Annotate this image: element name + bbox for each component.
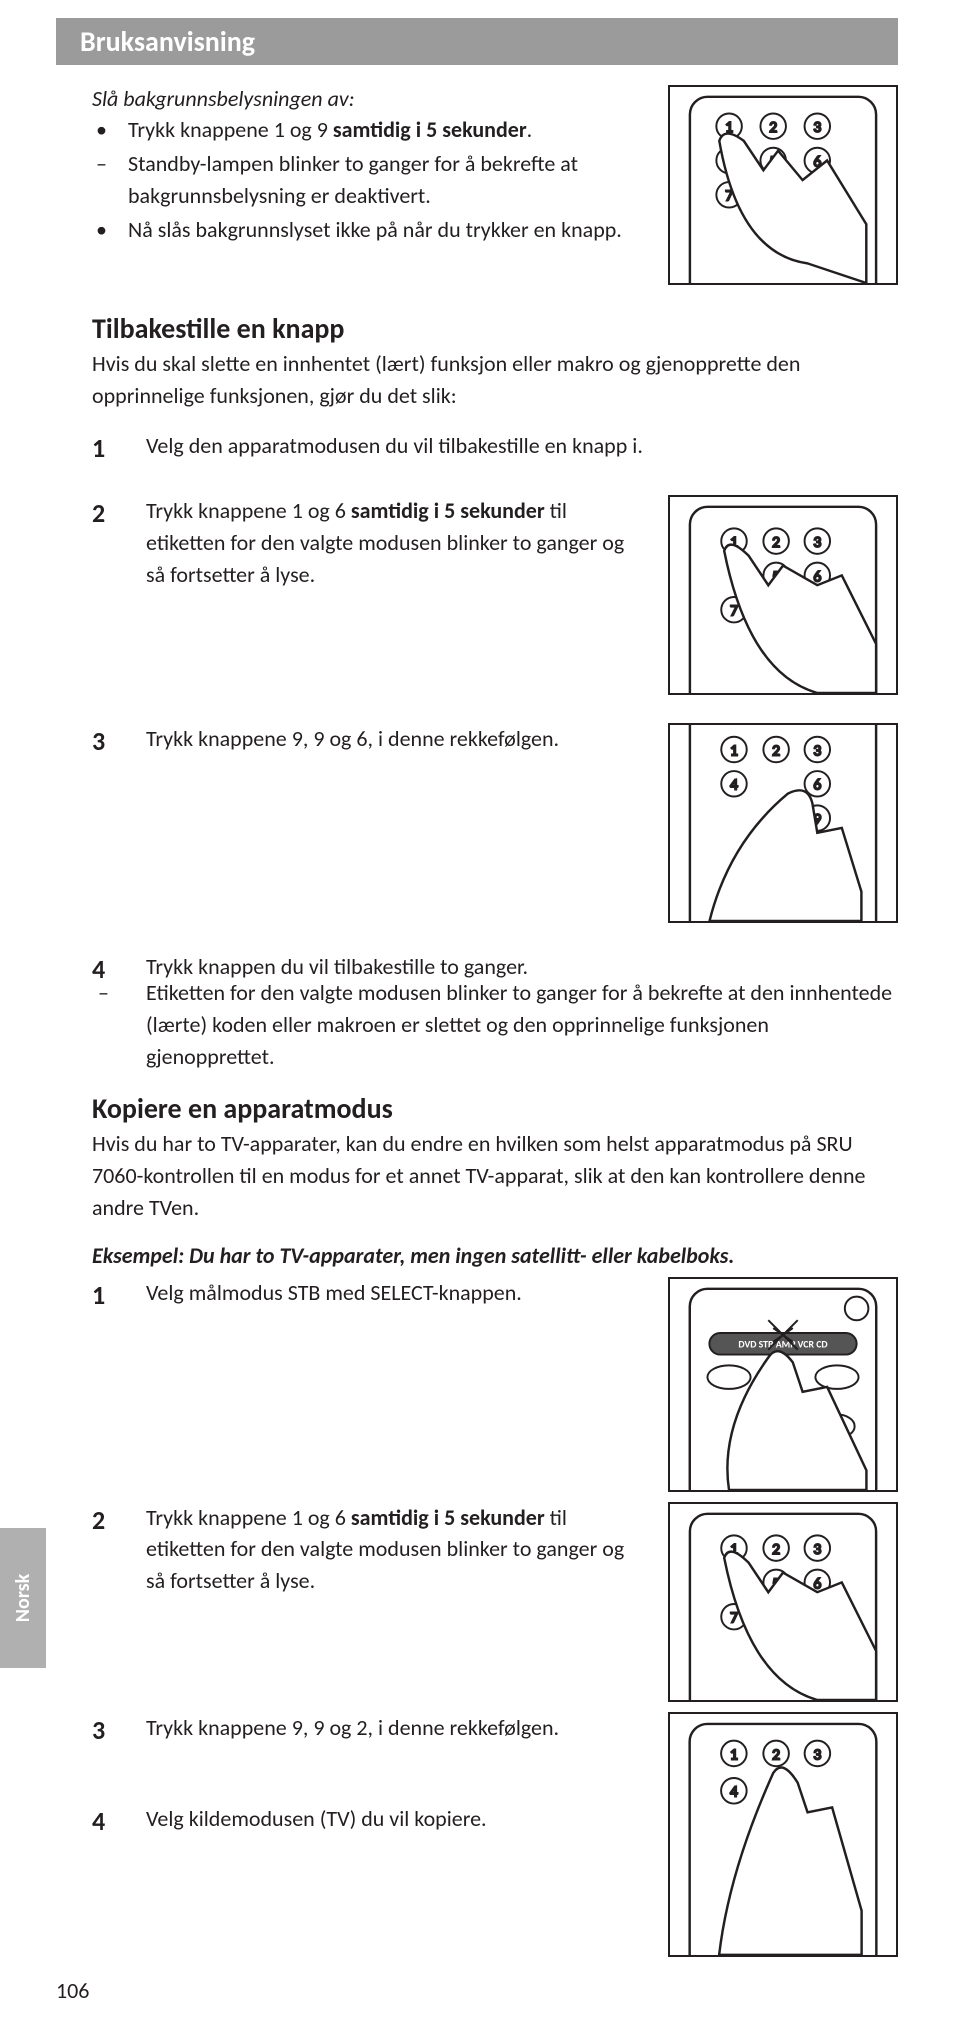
remote-illustration-1: 1 2 3 4 5 6 7 8 9 0 [668, 85, 898, 285]
reset-title: Tilbakestille en knapp [92, 311, 898, 346]
remote-illustration-6: 1 2 3 4 9 0 [668, 1712, 898, 1957]
step-body: Velg målmodus STB med SELECT-knappen. DV… [146, 1277, 898, 1492]
dash-1: – Standby-lampen blinker to ganger for å… [92, 148, 644, 212]
header-title: Bruksanvisning [80, 24, 255, 59]
txt: Trykk knappene 1 og 6 [146, 1504, 351, 1531]
copy-para: Hvis du har to TV-apparater, kan du endr… [92, 1128, 898, 1224]
remote-illustration-4: DVD STB AMP VCR CD [668, 1277, 898, 1492]
step-num: 1 [92, 1277, 146, 1492]
header-bar: Bruksanvisning [56, 18, 898, 65]
svg-text:3: 3 [813, 118, 821, 137]
step-body: Trykk knappene 9, 9 og 2, i denne rekkef… [146, 1712, 898, 1957]
intro-lead: Slå bakgrunnsbelysningen av: [92, 85, 644, 112]
txt-bold: samtidig i 5 sekunder [351, 497, 545, 524]
remote-svg: DVD STB AMP VCR CD [670, 1279, 896, 1490]
remote-svg: 1 2 3 4 9 0 [670, 1714, 896, 1955]
remote-svg: 1 2 3 4 6 9 [670, 725, 896, 921]
dash-text: Etiketten for den valgte modusen blinker… [146, 977, 898, 1073]
copy-example: Eksempel: Du har to TV-apparater, men in… [92, 1242, 898, 1269]
language-label: Norsk [11, 1574, 35, 1622]
svg-text:7: 7 [730, 1608, 738, 1627]
page-content: Slå bakgrunnsbelysningen av: • Trykk kna… [0, 65, 954, 1957]
svg-text:1: 1 [730, 742, 738, 761]
reset-step-4-dash: – Etiketten for den valgte modusen blink… [92, 977, 898, 1073]
remote-svg: 1 2 3 5 6 7 8 9 0 [670, 497, 896, 693]
svg-text:3: 3 [813, 1745, 821, 1764]
txt: Trykk knappene 9, 9 og 2, i denne rekkef… [146, 1712, 644, 1744]
txt-bold: samtidig i 5 sekunder [333, 116, 527, 143]
svg-text:7: 7 [730, 602, 738, 621]
reset-step-3: 3 Trykk knappene 9, 9 og 6, i denne rekk… [92, 723, 898, 923]
reset-para: Hvis du skal slette en innhentet (lært) … [92, 348, 898, 412]
copy-title: Kopiere en apparatmodus [92, 1091, 898, 1126]
dash-mark: – [92, 977, 146, 1073]
svg-text:DVD STB AMP VCR CD: DVD STB AMP VCR CD [738, 1338, 827, 1350]
copy-step-2: 2 Trykk knappene 1 og 6 samtidig i 5 sek… [92, 1502, 898, 1702]
remote-svg: 1 2 3 4 5 6 7 8 9 0 [670, 87, 896, 283]
step-num-inline: 4 [92, 1803, 146, 1841]
step-num: 3 [92, 723, 146, 923]
svg-text:2: 2 [772, 533, 780, 552]
step-body: Trykk knappene 1 og 6 samtidig i 5 sekun… [146, 495, 898, 695]
svg-text:2: 2 [772, 742, 780, 761]
remote-svg: 1 2 3 5 6 7 8 9 0 [670, 1504, 896, 1700]
step-body: Trykk knappene 1 og 6 samtidig i 5 sekun… [146, 1502, 898, 1702]
txt-post: . [527, 116, 533, 143]
intro-text: Slå bakgrunnsbelysningen av: • Trykk kna… [92, 85, 644, 285]
bullet-1: • Trykk knappene 1 og 9 samtidig i 5 sek… [92, 114, 644, 146]
svg-text:6: 6 [813, 776, 821, 795]
remote-illustration-3: 1 2 3 4 6 9 [668, 723, 898, 923]
svg-text:4: 4 [730, 1782, 738, 1801]
copy-step-3: 3 Trykk knappene 9, 9 og 2, i denne rekk… [92, 1712, 898, 1957]
bullet-mark: • [92, 214, 128, 246]
step-num: 2 [92, 1502, 146, 1702]
svg-text:4: 4 [730, 776, 738, 795]
step-num: 1 [92, 430, 146, 468]
txt: Trykk knappene 1 og 6 [146, 497, 351, 524]
txt-pre: Trykk knappene 1 og 9 [128, 116, 333, 143]
dash-mark: – [92, 148, 128, 212]
reset-step-1: 1 Velg den apparatmodusen du vil tilbake… [92, 430, 898, 468]
reset-step-2: 2 Trykk knappene 1 og 6 samtidig i 5 sek… [92, 495, 898, 695]
step-body: Velg den apparatmodusen du vil tilbakest… [146, 430, 898, 468]
language-tab: Norsk [0, 1528, 46, 1668]
dash-text: Standby-lampen blinker to ganger for å b… [128, 148, 644, 212]
svg-text:3: 3 [813, 1539, 821, 1558]
copy-step-1: 1 Velg målmodus STB med SELECT-knappen. … [92, 1277, 898, 1492]
remote-illustration-5: 1 2 3 5 6 7 8 9 0 [668, 1502, 898, 1702]
page-number: 106 [56, 1977, 89, 2004]
bullet-2: • Nå slås bakgrunnslyset ikke på når du … [92, 214, 644, 246]
remote-illustration-2: 1 2 3 5 6 7 8 9 0 [668, 495, 898, 695]
svg-text:3: 3 [813, 742, 821, 761]
bullet-mark: • [92, 114, 128, 146]
step-text: Trykk knappene 1 og 6 samtidig i 5 sekun… [146, 1502, 644, 1598]
svg-text:2: 2 [772, 1745, 780, 1764]
step-text: Trykk knappene 9, 9 og 6, i denne rekkef… [146, 723, 644, 755]
bullet-text: Trykk knappene 1 og 9 samtidig i 5 sekun… [128, 114, 644, 146]
bullet-text: Nå slås bakgrunnslyset ikke på når du tr… [128, 214, 644, 246]
step-text: Velg målmodus STB med SELECT-knappen. [146, 1277, 644, 1309]
copy-step-4-text: Velg kildemodusen (TV) du vil kopiere. [146, 1803, 487, 1841]
svg-text:2: 2 [769, 118, 777, 137]
svg-text:2: 2 [772, 1539, 780, 1558]
txt-bold: samtidig i 5 sekunder [351, 1504, 545, 1531]
step-text: Trykk knappene 1 og 6 samtidig i 5 sekun… [146, 495, 644, 591]
step-body: Trykk knappene 9, 9 og 6, i denne rekkef… [146, 723, 898, 923]
svg-text:1: 1 [730, 1745, 738, 1764]
svg-text:3: 3 [813, 533, 821, 552]
intro-row: Slå bakgrunnsbelysningen av: • Trykk kna… [92, 85, 898, 285]
step-text: Trykk knappene 9, 9 og 2, i denne rekkef… [146, 1712, 644, 1842]
step-num: 2 [92, 495, 146, 695]
